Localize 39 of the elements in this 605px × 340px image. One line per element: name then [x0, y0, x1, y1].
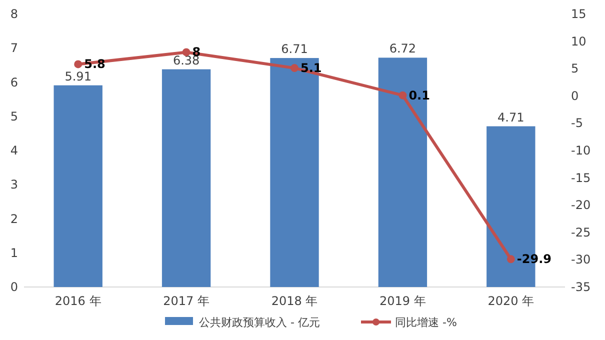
x-tick-label: 2020 年 [488, 294, 534, 308]
y2-tick-label: -5 [571, 116, 583, 130]
point [290, 64, 298, 72]
y2-tick-label: 15 [571, 7, 586, 21]
data-label: 6.72 [389, 42, 416, 56]
y2-tick-label: -30 [571, 252, 591, 267]
point [74, 60, 82, 68]
y-tick-label: 6 [10, 75, 18, 90]
legend-label: 同比增速 -% [395, 316, 457, 329]
legend-label: 公共财政预算收入 - 亿元 [199, 316, 320, 329]
y-tick-label: 1 [10, 246, 18, 260]
y2-tick-label: -10 [571, 144, 591, 158]
y-tick-label: 5 [10, 109, 18, 124]
y-tick-label: 0 [10, 280, 18, 294]
bar [270, 58, 319, 287]
bar [54, 85, 102, 287]
y2-tick-label: -25 [571, 225, 591, 240]
y2-tick-label: 0 [571, 88, 579, 103]
y2-tick-label: -20 [571, 198, 591, 212]
y2-tick-label: -35 [571, 280, 591, 294]
bar [162, 69, 211, 287]
data-label: 4.71 [498, 110, 524, 124]
x-tick-label: 2017 年 [163, 294, 210, 308]
y-tick-label: 4 [10, 144, 18, 158]
x-tick-label: 2019 年 [380, 294, 426, 308]
y2-tick-label: 5 [571, 62, 579, 76]
data-label: 5.91 [64, 69, 92, 84]
y-tick-label: 8 [10, 7, 18, 21]
y-tick-label: 3 [10, 178, 18, 192]
point [398, 91, 407, 100]
y2-tick-label: -15 [571, 170, 591, 185]
data-label: 6.71 [281, 42, 308, 56]
y-tick-label: 2 [10, 212, 18, 226]
y2-tick-label: 10 [571, 34, 586, 48]
bar [378, 58, 428, 287]
x-tick-label: 2018 年 [271, 294, 318, 308]
y-tick-label: 7 [10, 41, 18, 56]
point [506, 255, 515, 264]
x-tick-label: 2016 年 [54, 294, 102, 308]
